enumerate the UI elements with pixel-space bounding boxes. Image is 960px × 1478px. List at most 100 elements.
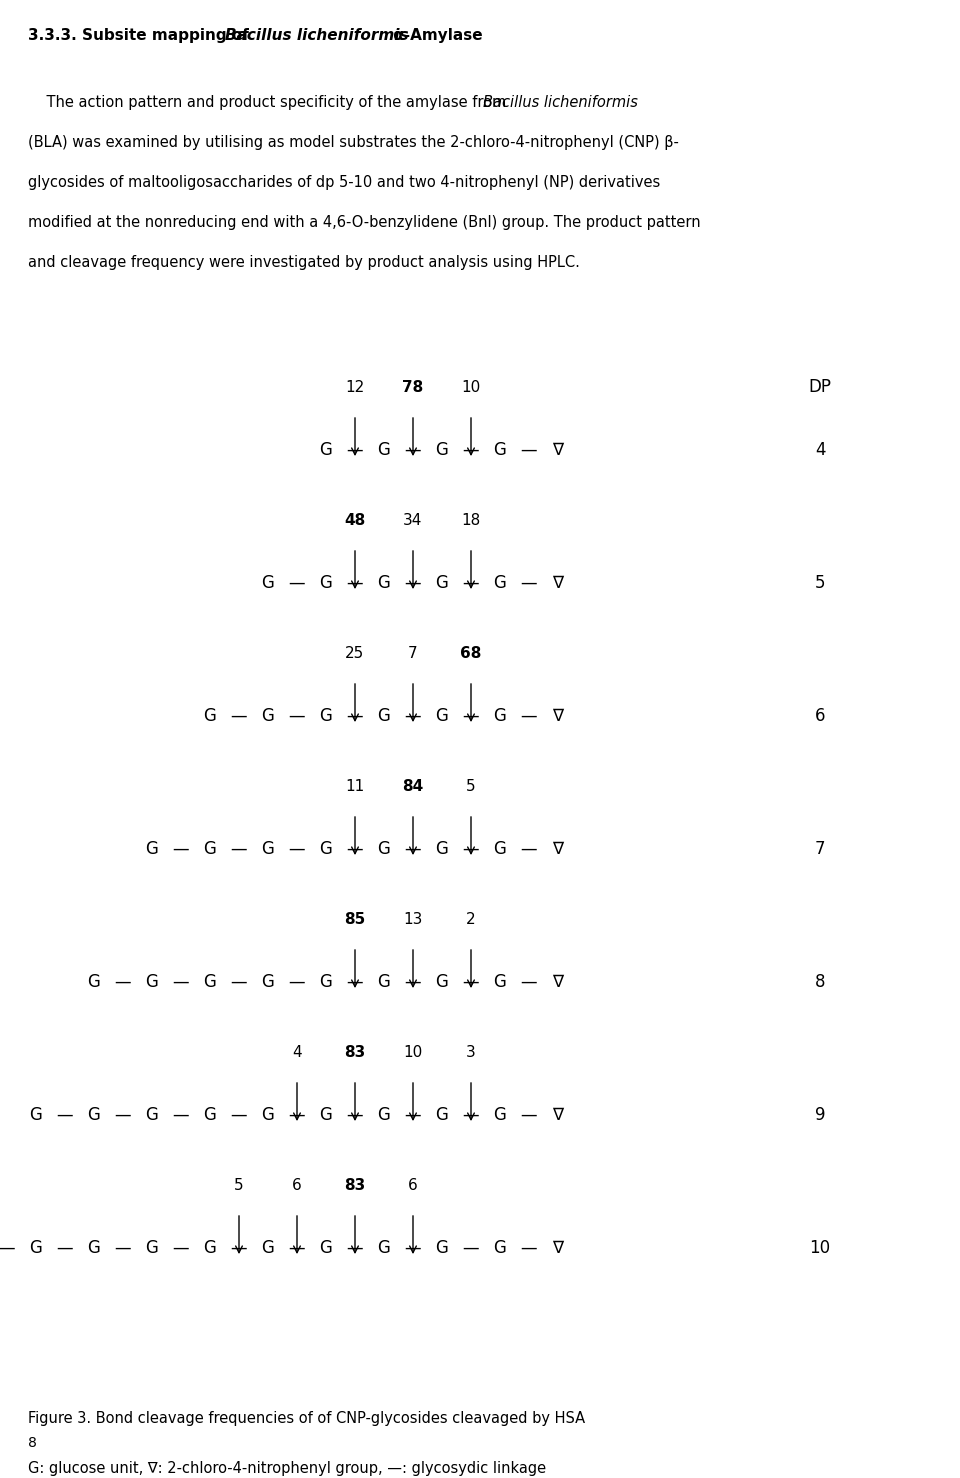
Text: G: G bbox=[261, 840, 275, 859]
Text: 18: 18 bbox=[462, 513, 481, 528]
Text: G: G bbox=[87, 973, 101, 992]
Text: modified at the nonreducing end with a 4,6-O-benzylidene (Bnl) group. The produc: modified at the nonreducing end with a 4… bbox=[28, 214, 701, 231]
Text: —: — bbox=[463, 1106, 479, 1123]
Text: G: G bbox=[320, 840, 332, 859]
Text: —: — bbox=[230, 706, 248, 726]
Text: glycosides of maltooligosaccharides of dp 5-10 and two 4-nitrophenyl (NP) deriva: glycosides of maltooligosaccharides of d… bbox=[28, 174, 660, 191]
Text: Bacillus licheniformis: Bacillus licheniformis bbox=[225, 28, 409, 43]
Text: G: G bbox=[436, 1239, 448, 1256]
Text: —: — bbox=[463, 706, 479, 726]
Text: 34: 34 bbox=[403, 513, 422, 528]
Text: ∇: ∇ bbox=[552, 1239, 564, 1256]
Text: 10: 10 bbox=[403, 1045, 422, 1060]
Text: 8: 8 bbox=[815, 973, 826, 992]
Text: —: — bbox=[289, 573, 305, 593]
Text: G: G bbox=[261, 973, 275, 992]
Text: 4: 4 bbox=[815, 440, 826, 460]
Text: G: G bbox=[377, 1239, 391, 1256]
Text: —: — bbox=[405, 1106, 421, 1123]
Text: G: G bbox=[204, 840, 216, 859]
Text: 10: 10 bbox=[462, 380, 481, 395]
Text: —: — bbox=[405, 840, 421, 859]
Text: G: G bbox=[493, 1239, 507, 1256]
Text: G: G bbox=[377, 573, 391, 593]
Text: —: — bbox=[347, 1239, 363, 1256]
Text: —: — bbox=[520, 1106, 538, 1123]
Text: —: — bbox=[405, 706, 421, 726]
Text: —: — bbox=[230, 973, 248, 992]
Text: ∇: ∇ bbox=[552, 973, 564, 992]
Text: G: G bbox=[320, 973, 332, 992]
Text: —: — bbox=[347, 440, 363, 460]
Text: —: — bbox=[0, 1239, 15, 1256]
Text: G: G bbox=[261, 1239, 275, 1256]
Text: 6: 6 bbox=[815, 706, 826, 726]
Text: (BLA) was examined by utilising as model substrates the 2-chloro-4-nitrophenyl (: (BLA) was examined by utilising as model… bbox=[28, 134, 679, 149]
Text: G: G bbox=[261, 573, 275, 593]
Text: 8: 8 bbox=[28, 1437, 36, 1450]
Text: G: G bbox=[493, 1106, 507, 1123]
Text: ∇: ∇ bbox=[552, 440, 564, 460]
Text: 5: 5 bbox=[467, 779, 476, 794]
Text: 3.3.3. Subsite mapping of: 3.3.3. Subsite mapping of bbox=[28, 28, 254, 43]
Text: 5: 5 bbox=[234, 1178, 244, 1193]
Text: 68: 68 bbox=[460, 646, 482, 661]
Text: G: G bbox=[436, 573, 448, 593]
Text: —: — bbox=[405, 1239, 421, 1256]
Text: 83: 83 bbox=[345, 1045, 366, 1060]
Text: 12: 12 bbox=[346, 380, 365, 395]
Text: —: — bbox=[463, 1239, 479, 1256]
Text: 85: 85 bbox=[345, 912, 366, 927]
Text: G: G bbox=[436, 1106, 448, 1123]
Text: —: — bbox=[230, 840, 248, 859]
Text: ∇: ∇ bbox=[552, 1106, 564, 1123]
Text: G: G bbox=[87, 1106, 101, 1123]
Text: —: — bbox=[463, 840, 479, 859]
Text: G: G bbox=[204, 1239, 216, 1256]
Text: 6: 6 bbox=[408, 1178, 418, 1193]
Text: G: G bbox=[261, 1106, 275, 1123]
Text: —: — bbox=[289, 706, 305, 726]
Text: G: G bbox=[493, 573, 507, 593]
Text: 13: 13 bbox=[403, 912, 422, 927]
Text: G: G bbox=[320, 1239, 332, 1256]
Text: —: — bbox=[173, 973, 189, 992]
Text: ∇: ∇ bbox=[552, 573, 564, 593]
Text: —: — bbox=[405, 573, 421, 593]
Text: 10: 10 bbox=[809, 1239, 830, 1256]
Text: ∇: ∇ bbox=[552, 840, 564, 859]
Text: G: G bbox=[261, 706, 275, 726]
Text: —: — bbox=[520, 973, 538, 992]
Text: —: — bbox=[289, 973, 305, 992]
Text: DP: DP bbox=[808, 378, 831, 396]
Text: G: G bbox=[377, 973, 391, 992]
Text: 4: 4 bbox=[292, 1045, 301, 1060]
Text: —: — bbox=[520, 840, 538, 859]
Text: —: — bbox=[114, 1239, 132, 1256]
Text: —: — bbox=[347, 706, 363, 726]
Text: —: — bbox=[289, 1106, 305, 1123]
Text: G: G bbox=[436, 840, 448, 859]
Text: —: — bbox=[230, 1106, 248, 1123]
Text: —: — bbox=[347, 973, 363, 992]
Text: G: G bbox=[146, 1106, 158, 1123]
Text: 6: 6 bbox=[292, 1178, 301, 1193]
Text: Figure 3. Bond cleavage frequencies of of CNP-glycosides cleavaged by HSA: Figure 3. Bond cleavage frequencies of o… bbox=[28, 1411, 586, 1426]
Text: 2: 2 bbox=[467, 912, 476, 927]
Text: 78: 78 bbox=[402, 380, 423, 395]
Text: —: — bbox=[57, 1239, 73, 1256]
Text: G: G bbox=[436, 440, 448, 460]
Text: —: — bbox=[347, 573, 363, 593]
Text: G: G bbox=[377, 440, 391, 460]
Text: —: — bbox=[114, 973, 132, 992]
Text: —: — bbox=[405, 440, 421, 460]
Text: 5: 5 bbox=[815, 573, 826, 593]
Text: G: G bbox=[377, 840, 391, 859]
Text: G: glucose unit, ∇: 2-chloro-4-nitrophenyl group, —: glycosydic linkage: G: glucose unit, ∇: 2-chloro-4-nitrophen… bbox=[28, 1460, 546, 1477]
Text: —: — bbox=[405, 973, 421, 992]
Text: —: — bbox=[230, 1239, 248, 1256]
Text: 84: 84 bbox=[402, 779, 423, 794]
Text: —: — bbox=[347, 840, 363, 859]
Text: —: — bbox=[114, 1106, 132, 1123]
Text: —: — bbox=[520, 573, 538, 593]
